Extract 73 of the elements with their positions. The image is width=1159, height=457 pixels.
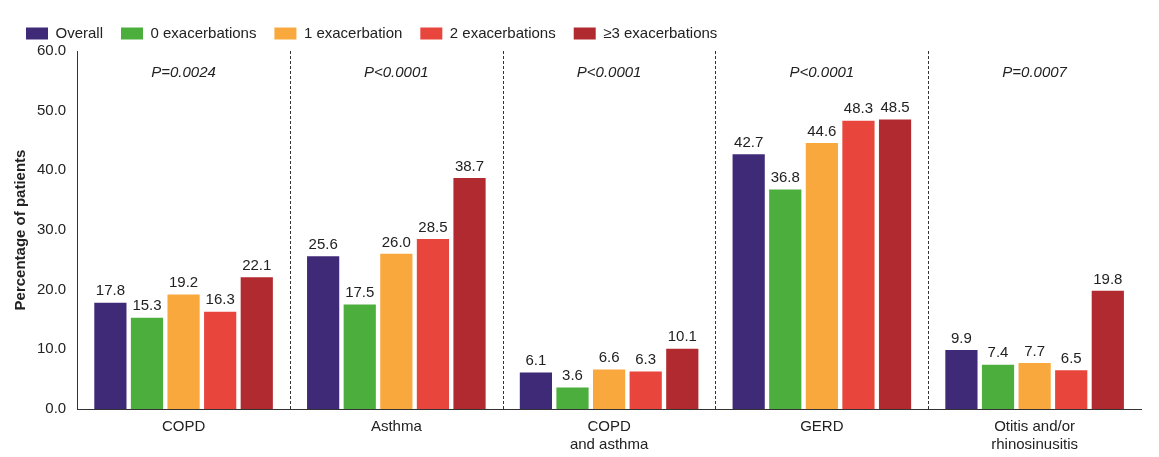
data-label: 26.0: [381, 232, 411, 250]
bar: [629, 371, 662, 409]
bar: [842, 120, 875, 409]
bar: [878, 119, 912, 409]
annotation: P=0.0024: [151, 63, 216, 81]
x-tick-label: Otitis and/or rhinosinusitis: [991, 417, 1078, 453]
x-tick-label: Asthma: [370, 417, 423, 435]
data-label: 15.3: [132, 296, 162, 314]
data-label: 42.7: [734, 132, 764, 150]
data-label: 6.6: [598, 348, 620, 366]
data-label: 17.5: [345, 283, 375, 301]
data-label: 9.9: [951, 328, 972, 346]
bar: [453, 178, 486, 409]
bar: [94, 302, 127, 409]
bar: [732, 154, 765, 409]
data-label: 36.8: [770, 168, 800, 186]
x-tick-label: GERD: [800, 417, 844, 435]
y-tick-label: 10.0: [36, 339, 67, 357]
bar: [416, 238, 450, 409]
data-label: 16.3: [205, 290, 235, 308]
data-label: 19.2: [168, 273, 199, 291]
bar: [240, 277, 273, 409]
bar: [945, 349, 978, 409]
bar: [204, 311, 237, 409]
annotation: P=0.0007: [1002, 63, 1068, 81]
legend-label: 0 exacerbations: [150, 23, 257, 41]
bar: [769, 189, 802, 409]
data-label: 3.6: [562, 366, 583, 384]
data-label: 38.7: [454, 156, 485, 174]
annotation: P<0.0001: [576, 63, 642, 81]
data-label: 6.3: [635, 350, 657, 368]
data-label: 7.7: [1024, 341, 1046, 359]
bar: [380, 253, 413, 409]
bar: [556, 387, 589, 409]
data-label: 25.6: [308, 234, 338, 252]
data-label: 44.6: [807, 121, 837, 139]
bar: [981, 364, 1015, 409]
y-axis-title: Percentage of patients: [11, 149, 29, 311]
bar: [130, 317, 164, 409]
data-label: 17.8: [95, 281, 125, 299]
data-label: 48.3: [843, 99, 874, 117]
x-tick-label: COPD and asthma: [569, 417, 649, 453]
data-label: 22.1: [242, 255, 272, 273]
data-label: 6.1: [525, 351, 547, 369]
annotation: P<0.0001: [364, 63, 429, 81]
legend-label: 1 exacerbation: [303, 23, 403, 41]
legend-label: 2 exacerbations: [449, 23, 556, 41]
y-tick-label: 0.0: [45, 399, 67, 417]
data-label: 6.5: [1060, 348, 1082, 366]
y-tick-label: 40.0: [36, 160, 67, 178]
legend-label: ≥3 exacerbations: [603, 23, 718, 41]
bar: [805, 142, 838, 409]
data-label: 19.8: [1093, 269, 1123, 287]
bar: [343, 304, 376, 409]
bar: [1091, 290, 1124, 409]
y-tick-label: 50.0: [36, 100, 67, 118]
annotation: P<0.0001: [789, 63, 855, 81]
data-label: 7.4: [987, 343, 1009, 361]
data-label: 28.5: [418, 217, 448, 235]
y-tick-label: 30.0: [36, 220, 67, 238]
data-label: 48.5: [880, 98, 910, 116]
bar: [307, 256, 340, 409]
bar: [519, 372, 553, 409]
data-label: 10.1: [667, 327, 697, 345]
bar: [666, 348, 699, 409]
bar: [1018, 363, 1051, 409]
y-tick-label: 60.0: [36, 41, 67, 59]
bar: [167, 294, 200, 409]
x-tick-label: COPD: [161, 417, 206, 435]
y-tick-label: 20.0: [36, 279, 67, 297]
bar: [1055, 370, 1088, 409]
bar: [593, 369, 626, 409]
legend-label: Overall: [55, 23, 104, 41]
